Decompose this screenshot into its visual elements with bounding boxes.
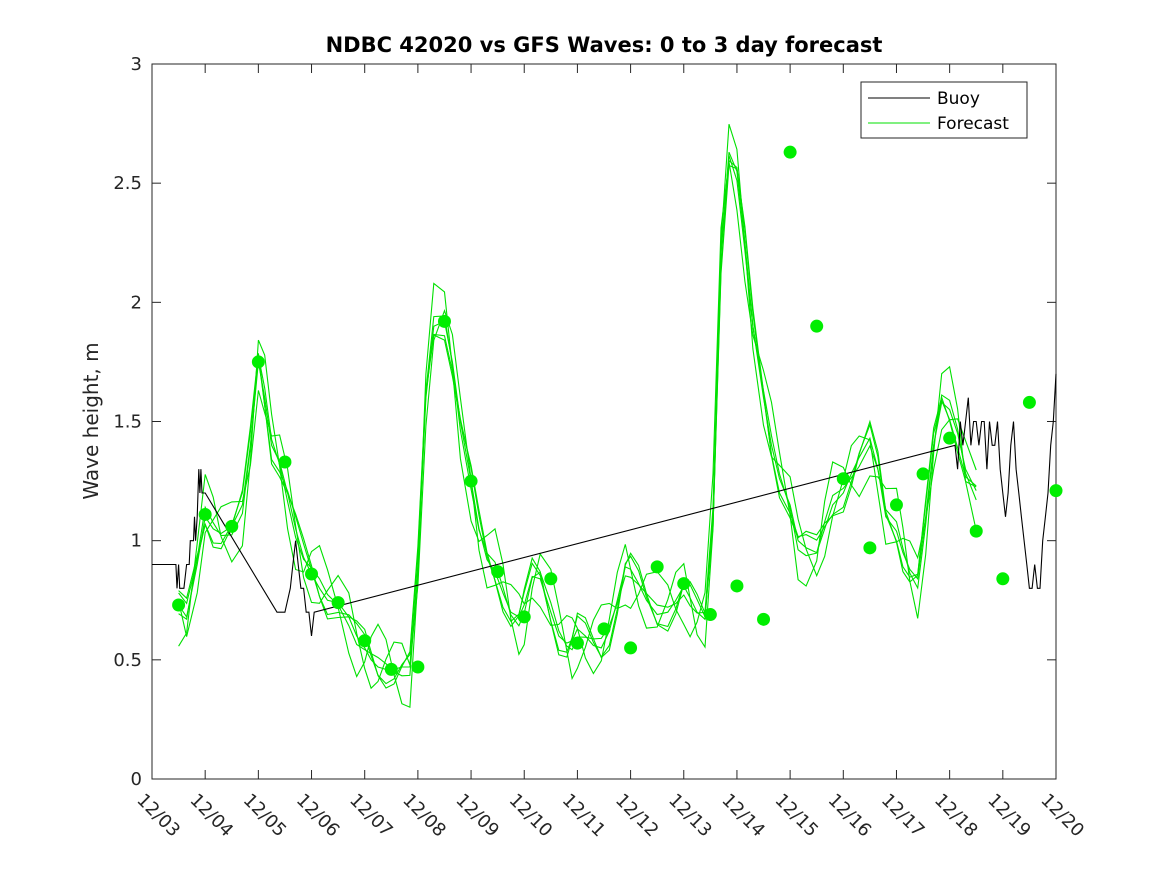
chart-title: NDBC 42020 vs GFS Waves: 0 to 3 day fore… xyxy=(326,33,883,57)
forecast-marker-point xyxy=(597,622,611,636)
y-tick-label: 2.5 xyxy=(113,173,142,194)
plot-area: 00.511.522.53 12/03 12/04 12/05 12/06 12/07 1… xyxy=(113,54,1088,841)
forecast-marker-point xyxy=(783,145,797,159)
forecast-marker-point xyxy=(437,314,451,328)
forecast-marker-point xyxy=(251,355,265,369)
forecast-marker-point xyxy=(225,519,239,533)
forecast-marker-point xyxy=(916,467,930,481)
y-axis: 0 0.5 1 1.5 2 2.5 3 xyxy=(113,54,1056,790)
forecast-marker-point xyxy=(810,319,824,333)
forecast-marker-point xyxy=(703,608,717,622)
forecast-marker-point xyxy=(836,472,850,486)
forecast-series-line xyxy=(178,161,977,709)
forecast-marker-point xyxy=(677,577,691,591)
forecast-marker-point xyxy=(889,498,903,512)
forecast-marker-point xyxy=(570,636,584,650)
forecast-marker-point xyxy=(411,660,425,674)
forecast-marker-point xyxy=(198,507,212,521)
y-tick-label: 0 xyxy=(131,769,142,790)
forecast-marker-point xyxy=(1022,395,1036,409)
forecast-marker-point xyxy=(1049,484,1063,498)
forecast-marker-point xyxy=(996,572,1010,586)
legend-box xyxy=(860,81,1028,139)
forecast-marker-point xyxy=(464,474,478,488)
y-axis-label: Wave height, m xyxy=(79,342,103,499)
legend-label-buoy: Buoy xyxy=(937,89,980,109)
buoy-series-line xyxy=(152,373,1057,637)
forecast-markers xyxy=(172,145,1063,676)
y-tick-label: 1 xyxy=(131,531,142,552)
forecast-marker-point xyxy=(305,567,319,581)
forecast-marker-point xyxy=(544,572,558,586)
forecast-series-line xyxy=(178,124,977,690)
y-tick-label: 3 xyxy=(131,54,142,75)
legend: Buoy Forecast xyxy=(860,81,1028,139)
forecast-marker-point xyxy=(730,579,744,593)
axes-box xyxy=(151,63,1057,780)
forecast-marker-point xyxy=(943,431,957,445)
forecast-marker-point xyxy=(650,560,664,574)
forecast-marker-point xyxy=(969,524,983,538)
y-tick-label: 2 xyxy=(131,292,142,313)
legend-label-forecast: Forecast xyxy=(937,114,1009,134)
forecast-marker-point xyxy=(358,634,372,648)
forecast-marker-point xyxy=(491,565,505,579)
y-tick-label: 0.5 xyxy=(113,650,142,671)
forecast-marker-point xyxy=(517,610,531,624)
forecast-marker-point xyxy=(384,662,398,676)
forecast-marker-point xyxy=(172,598,186,612)
forecast-marker-point xyxy=(624,641,638,655)
forecast-marker-point xyxy=(331,596,345,610)
forecast-marker-point xyxy=(863,541,877,555)
y-tick-label: 1.5 xyxy=(113,412,142,433)
forecast-marker-point xyxy=(278,455,292,469)
forecast-marker-point xyxy=(757,612,771,626)
